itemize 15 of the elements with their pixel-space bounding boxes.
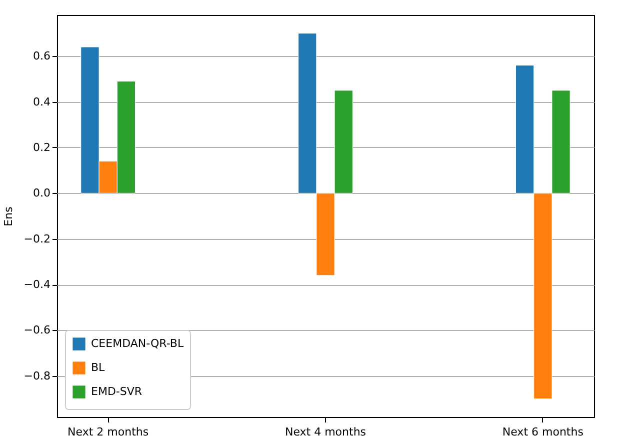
y-tick-label: 0.0 — [33, 186, 50, 200]
y-tick-label: −0.6 — [24, 324, 50, 337]
x-tick-label: Next 2 months — [68, 426, 149, 438]
legend-label: CEEMDAN-QR-BL — [91, 337, 184, 350]
x-tick-label: Next 6 months — [502, 426, 584, 438]
y-axis-title: Ens — [2, 206, 15, 226]
y-tick-label: −0.2 — [24, 232, 50, 246]
x-tick-label: Next 4 months — [284, 426, 366, 438]
y-tick-label: −0.8 — [24, 369, 50, 382]
legend-label: BL — [91, 361, 106, 374]
legend-label: EMD-SVR — [91, 385, 142, 398]
y-tick-label: −0.4 — [24, 278, 50, 292]
y-tick-label: 0.6 — [33, 50, 50, 63]
y-tick-label: 0.2 — [33, 140, 50, 154]
y-tick-label: 0.4 — [33, 95, 50, 108]
